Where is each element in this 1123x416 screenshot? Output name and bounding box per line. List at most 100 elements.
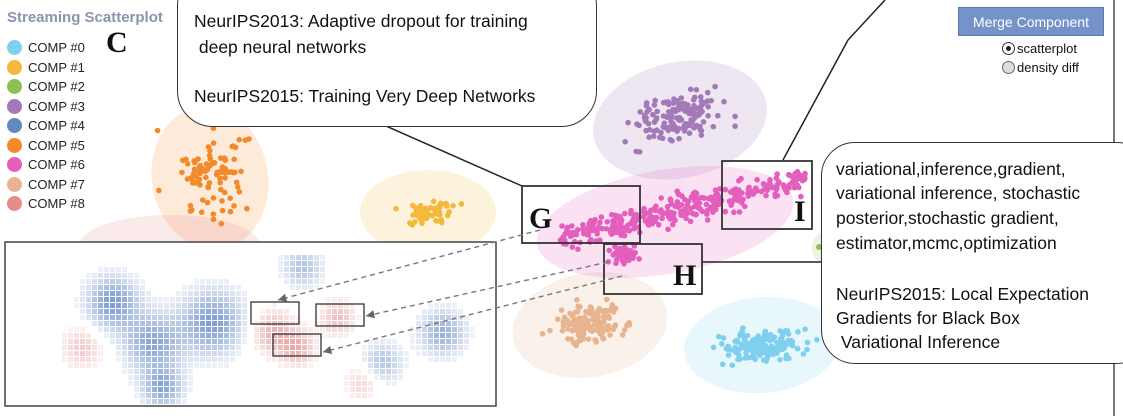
density-cell [314,285,319,290]
scatter-point [673,115,680,121]
density-cell [134,363,139,368]
region-box-i [721,160,813,230]
density-cell [164,339,169,344]
density-cell [356,381,361,386]
density-cell [116,267,121,272]
density-cell [302,267,307,272]
density-cell [122,291,127,296]
density-cell [74,333,79,338]
scatter-point [563,230,570,236]
density-cell [392,369,397,374]
density-cell [302,333,307,338]
scatter-point [191,158,197,164]
scatter-point [605,313,612,319]
radio-density-diff[interactable]: density diff [1002,60,1079,75]
density-cell [134,381,139,386]
legend-swatch [7,98,22,114]
scatter-point [618,231,625,238]
scatter-point [719,341,725,347]
density-cell [386,339,391,344]
density-cell [314,255,319,260]
density-cell [464,321,469,326]
density-cell [452,303,457,308]
density-cell [302,279,307,284]
density-cell [140,399,145,404]
density-cell [128,273,133,278]
scatter-point [665,226,671,233]
density-cell [80,333,85,338]
density-cell [200,297,205,302]
scatter-point [611,309,617,315]
scatter-point [636,256,642,262]
density-cell [116,351,121,356]
scatter-point [794,182,801,188]
density-cell [158,375,163,380]
density-cell [152,345,157,350]
density-cell [308,357,313,362]
density-cell [92,309,97,314]
density-cell [182,309,187,314]
legend-swatch [7,157,22,173]
scatter-point [738,200,745,206]
density-cell [326,309,331,314]
scatter-point [674,128,680,134]
scatter-point [230,143,236,149]
scatter-point [621,261,627,267]
density-cell [164,345,169,350]
legend-swatch [7,59,22,75]
density-cell [296,351,301,356]
region-box-h [603,243,703,295]
density-cell [344,327,349,332]
selection-overlay [4,0,886,407]
density-cell [164,387,169,392]
density-cell [86,285,91,290]
density-cell [272,357,277,362]
density-cell [308,339,313,344]
density-cell [260,309,265,314]
density-cell [236,315,241,320]
scatter-point [667,216,673,222]
density-cell [188,285,193,290]
scatter-point [658,129,664,136]
scatter-point [597,219,603,226]
density-cell [278,351,283,356]
density-cell [200,309,205,314]
density-cell [176,345,181,350]
density-cell [224,321,229,326]
scatter-point [417,209,424,216]
density-cell [200,357,205,362]
density-cell [224,279,229,284]
density-cell [260,345,265,350]
merge-component-button[interactable]: Merge Component [958,7,1104,36]
density-cell [206,291,211,296]
density-cell [104,303,109,308]
density-cell [242,339,247,344]
density-cell [296,273,301,278]
density-cell [104,273,109,278]
density-cell [110,273,115,278]
legend-label: COMP #5 [28,137,85,153]
scatter-point [599,225,606,232]
density-cell [278,345,283,350]
density-cell [230,315,235,320]
density-cell [290,363,295,368]
density-cell [134,291,139,296]
scatter-point [602,307,608,314]
radio-scatterplot[interactable]: scatterplot [1002,41,1077,56]
density-cell [164,303,169,308]
density-cell [320,255,325,260]
scatter-point [196,169,202,175]
density-cell [122,303,127,308]
density-cell [380,339,385,344]
density-cell [332,303,337,308]
density-cell [110,279,115,284]
legend-item: COMP #6 [7,155,85,175]
scatter-point [745,354,752,361]
density-cell [452,333,457,338]
density-cell [362,387,367,392]
density-cell [236,339,241,344]
scatter-point [634,215,641,222]
density-cell [140,315,145,320]
scatter-point [598,214,605,220]
density-cell [446,321,451,326]
